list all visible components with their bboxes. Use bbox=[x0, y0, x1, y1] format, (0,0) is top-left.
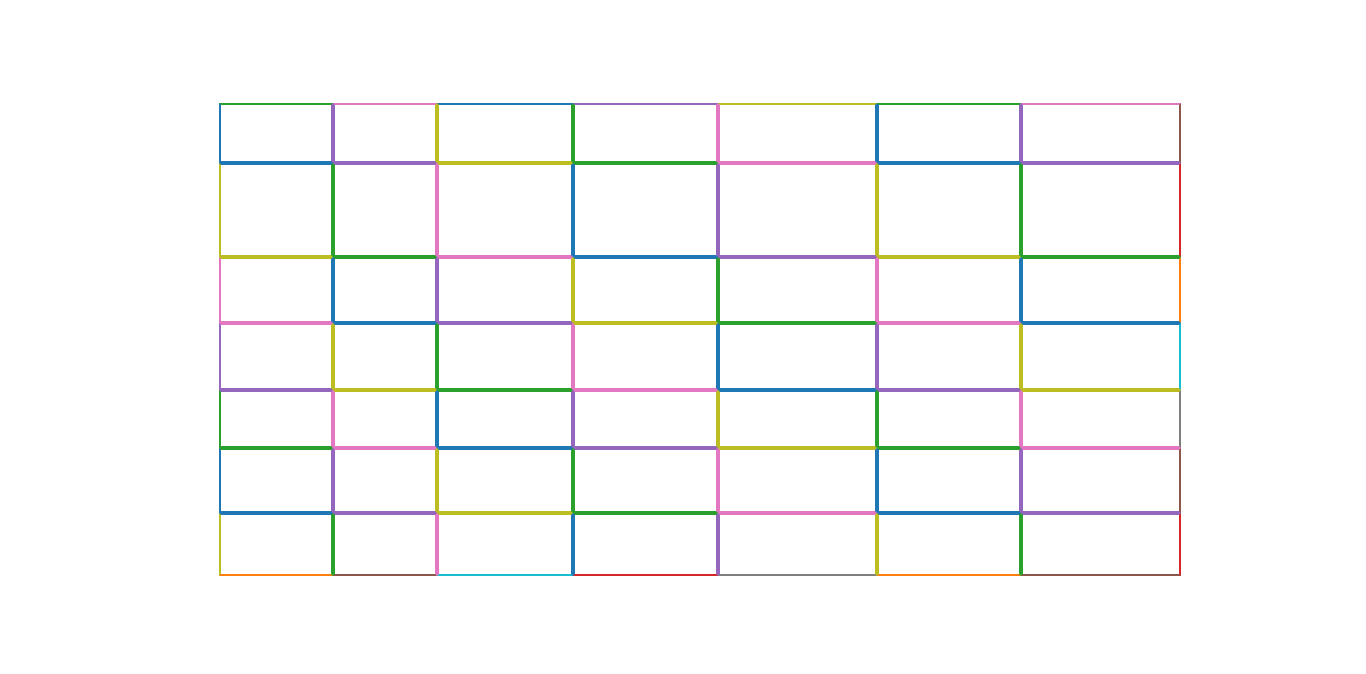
grid-cell-r1-c6 bbox=[1021, 163, 1181, 257]
grid-cell-r3-c0 bbox=[219, 323, 333, 390]
grid-cell-r5-c1 bbox=[333, 448, 437, 513]
grid-cell-r1-c0 bbox=[219, 163, 333, 257]
grid-cell-r3-c4 bbox=[718, 323, 877, 390]
grid-cell-r4-c6 bbox=[1021, 390, 1181, 448]
grid-cell-r0-c4 bbox=[718, 103, 877, 163]
grid-cell-r3-c2 bbox=[437, 323, 573, 390]
grid-cell-r5-c5 bbox=[877, 448, 1021, 513]
grid-cell-r6-c4 bbox=[718, 513, 877, 576]
grid-cell-r5-c6 bbox=[1021, 448, 1181, 513]
grid-cell-r3-c1 bbox=[333, 323, 437, 390]
grid-cell-r4-c4 bbox=[718, 390, 877, 448]
grid-cell-r1-c3 bbox=[573, 163, 718, 257]
grid-cell-r4-c0 bbox=[219, 390, 333, 448]
grid-cell-r0-c6 bbox=[1021, 103, 1181, 163]
grid-cell-r5-c0 bbox=[219, 448, 333, 513]
grid-cell-r6-c0 bbox=[219, 513, 333, 576]
grid-cell-r3-c6 bbox=[1021, 323, 1181, 390]
grid-cell-r4-c2 bbox=[437, 390, 573, 448]
grid-cell-r2-c1 bbox=[333, 257, 437, 323]
grid-cell-r6-c2 bbox=[437, 513, 573, 576]
grid-cell-r2-c3 bbox=[573, 257, 718, 323]
grid-cell-r2-c2 bbox=[437, 257, 573, 323]
grid-cell-r4-c3 bbox=[573, 390, 718, 448]
grid-cell-r0-c3 bbox=[573, 103, 718, 163]
grid-cell-r0-c2 bbox=[437, 103, 573, 163]
grid-cell-r6-c1 bbox=[333, 513, 437, 576]
grid-cell-r3-c3 bbox=[573, 323, 718, 390]
grid-cell-r2-c0 bbox=[219, 257, 333, 323]
grid-cell-r0-c0 bbox=[219, 103, 333, 163]
grid-cell-r1-c4 bbox=[718, 163, 877, 257]
grid-cell-r0-c1 bbox=[333, 103, 437, 163]
grid-cell-r5-c4 bbox=[718, 448, 877, 513]
grid-cell-r1-c2 bbox=[437, 163, 573, 257]
grid-cell-r3-c5 bbox=[877, 323, 1021, 390]
grid-cell-r6-c6 bbox=[1021, 513, 1181, 576]
grid-cell-r4-c5 bbox=[877, 390, 1021, 448]
grid-cell-r2-c6 bbox=[1021, 257, 1181, 323]
grid-cell-r5-c2 bbox=[437, 448, 573, 513]
grid-cell-r5-c3 bbox=[573, 448, 718, 513]
grid-cell-r6-c5 bbox=[877, 513, 1021, 576]
grid-cell-r6-c3 bbox=[573, 513, 718, 576]
grid-cell-r2-c5 bbox=[877, 257, 1021, 323]
grid-cell-r1-c1 bbox=[333, 163, 437, 257]
grid-cell-r4-c1 bbox=[333, 390, 437, 448]
grid-cell-r0-c5 bbox=[877, 103, 1021, 163]
grid-cell-r1-c5 bbox=[877, 163, 1021, 257]
grid-cell-r2-c4 bbox=[718, 257, 877, 323]
